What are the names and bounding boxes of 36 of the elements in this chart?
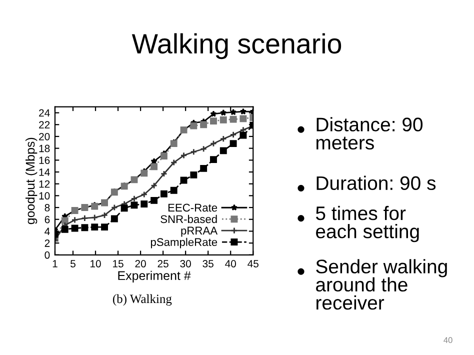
y-tick-label: 6 bbox=[44, 216, 50, 224]
y-tick-label: 10 bbox=[39, 192, 50, 200]
y-tick-label: 0 bbox=[44, 251, 50, 259]
y-axis-title: goodput (Mbps) bbox=[25, 138, 38, 224]
y-tick-label: 22 bbox=[39, 121, 50, 128]
x-tick-label: 25 bbox=[158, 260, 168, 268]
text: 40 bbox=[444, 337, 452, 344]
chart-title: Walking scenario bbox=[132, 33, 342, 60]
legend-label: EEC-Rate bbox=[168, 204, 218, 212]
x-tick-label: 15 bbox=[113, 260, 124, 268]
x-tick-label: 45 bbox=[248, 260, 258, 268]
x-tick-label: 35 bbox=[202, 260, 214, 268]
x-tick-label: 30 bbox=[180, 260, 191, 268]
text: Sender walking around the receiver bbox=[316, 259, 447, 310]
text: 5 times for each setting bbox=[316, 206, 419, 242]
x-axis-title: Experiment # bbox=[118, 270, 191, 283]
y-tick-label: 20 bbox=[39, 132, 50, 140]
x-tick-label: 1 bbox=[52, 260, 58, 268]
y-tick-label: 4 bbox=[44, 228, 50, 235]
legend-label: pRRAA bbox=[181, 226, 218, 237]
legend-label: SNR-based bbox=[160, 214, 217, 224]
y-tick-label: 12 bbox=[39, 180, 50, 188]
y-tick-label: 16 bbox=[39, 156, 50, 164]
text: Duration: 90 s bbox=[316, 176, 436, 190]
text: (b) Walking bbox=[112, 294, 172, 306]
y-tick-label: 18 bbox=[39, 144, 50, 152]
x-tick-label: 20 bbox=[135, 260, 146, 268]
x-tick-label: 10 bbox=[90, 260, 101, 268]
x-tick-label: 40 bbox=[225, 260, 236, 268]
legend-label: pSampleRate bbox=[150, 238, 218, 248]
y-tick-label: 24 bbox=[39, 109, 50, 117]
text: Distance: 90 meters bbox=[316, 117, 423, 150]
x-tick-label: 5 bbox=[70, 260, 76, 268]
y-tick-label: 2 bbox=[44, 240, 50, 247]
y-tick-label: 14 bbox=[39, 168, 50, 176]
y-tick-label: 8 bbox=[44, 204, 50, 212]
